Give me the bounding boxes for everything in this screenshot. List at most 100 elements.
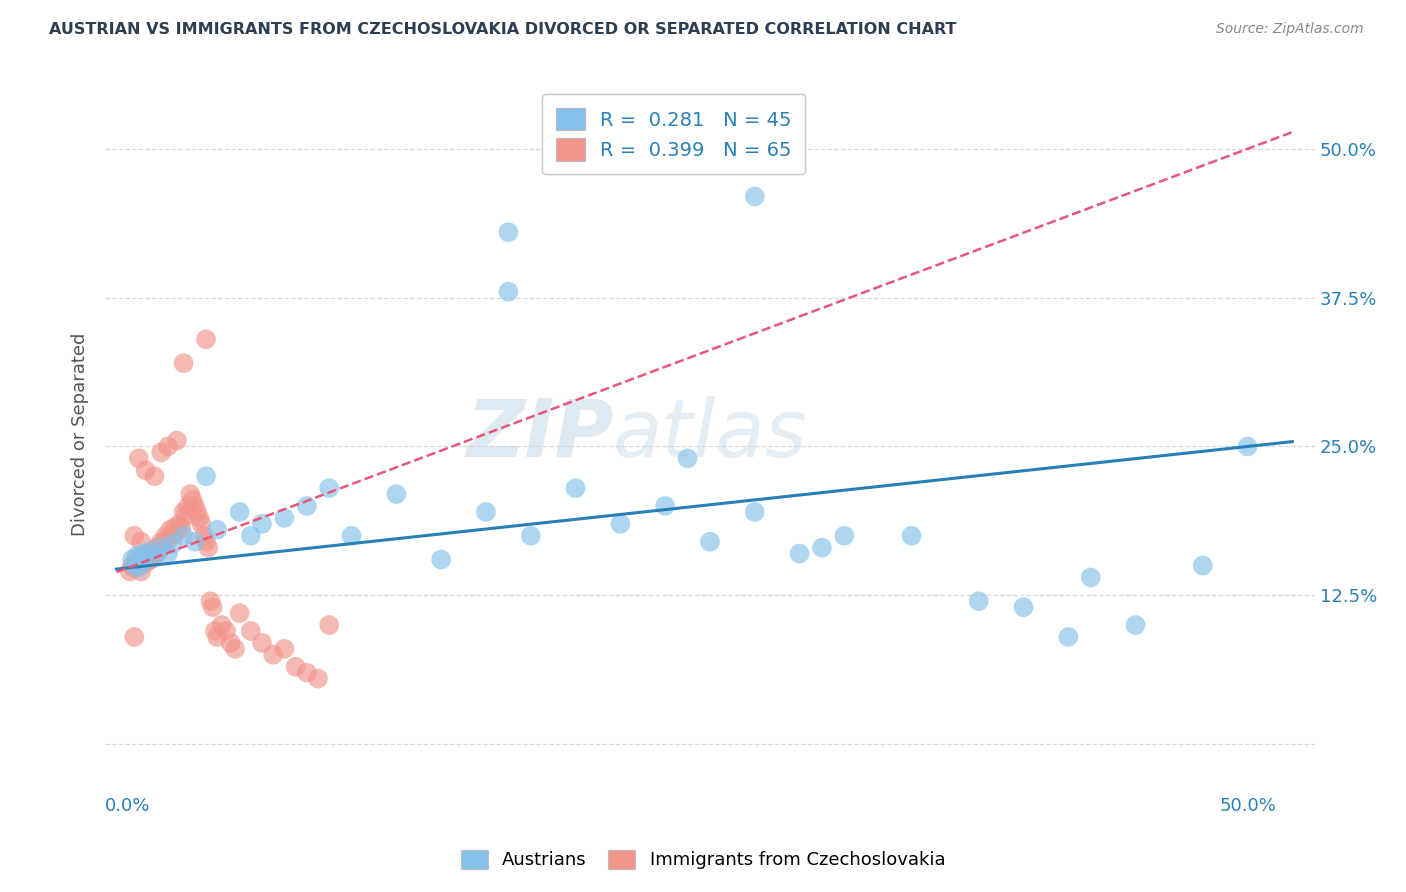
Text: AUSTRIAN VS IMMIGRANTS FROM CZECHOSLOVAKIA DIVORCED OR SEPARATED CORRELATION CHA: AUSTRIAN VS IMMIGRANTS FROM CZECHOSLOVAK… <box>49 22 956 37</box>
Point <box>430 552 453 566</box>
Point <box>181 493 204 508</box>
Point <box>744 189 766 203</box>
Point <box>250 516 273 531</box>
Point <box>121 552 143 566</box>
Text: ZIP: ZIP <box>465 395 613 474</box>
Point <box>125 552 148 566</box>
Point <box>811 541 834 555</box>
Point <box>162 537 184 551</box>
Point <box>385 487 408 501</box>
Point <box>1012 600 1035 615</box>
Point <box>1236 440 1258 454</box>
Point <box>295 499 318 513</box>
Point <box>128 561 150 575</box>
Point <box>156 440 179 454</box>
Point <box>156 547 179 561</box>
Point <box>143 549 166 563</box>
Point <box>295 665 318 680</box>
Point <box>318 618 340 632</box>
Point <box>789 547 811 561</box>
Point <box>1080 570 1102 584</box>
Point <box>136 547 159 561</box>
Point <box>195 469 218 483</box>
Point <box>139 544 162 558</box>
Point <box>228 505 250 519</box>
Point <box>195 332 218 346</box>
Point <box>184 534 207 549</box>
Point <box>284 659 307 673</box>
Point <box>564 481 586 495</box>
Point <box>195 534 218 549</box>
Point <box>177 499 200 513</box>
Point <box>654 499 676 513</box>
Point <box>129 565 152 579</box>
Point <box>190 516 212 531</box>
Text: Source: ZipAtlas.com: Source: ZipAtlas.com <box>1216 22 1364 37</box>
Point <box>156 533 179 547</box>
Point <box>124 558 146 573</box>
Point <box>676 451 699 466</box>
Point <box>141 544 163 558</box>
Point <box>167 516 190 531</box>
Point <box>124 630 146 644</box>
Point <box>128 451 150 466</box>
Point <box>173 356 195 370</box>
Point <box>174 508 197 523</box>
Point <box>128 558 150 573</box>
Point <box>204 624 226 638</box>
Point <box>129 534 152 549</box>
Point <box>121 558 143 573</box>
Point <box>173 529 195 543</box>
Point <box>197 541 219 555</box>
Legend: R =  0.281   N = 45, R =  0.399   N = 65: R = 0.281 N = 45, R = 0.399 N = 65 <box>541 95 806 174</box>
Point <box>1057 630 1080 644</box>
Point <box>475 505 498 519</box>
Point <box>205 630 228 644</box>
Point <box>205 523 228 537</box>
Point <box>273 511 295 525</box>
Point <box>262 648 284 662</box>
Point <box>155 529 177 543</box>
Point <box>200 594 222 608</box>
Text: atlas: atlas <box>613 395 808 474</box>
Point <box>228 606 250 620</box>
Point <box>150 541 173 555</box>
Point <box>699 534 721 549</box>
Point <box>132 549 155 563</box>
Point <box>166 434 188 448</box>
Point <box>139 552 162 566</box>
Point <box>1191 558 1213 573</box>
Point <box>224 641 246 656</box>
Point <box>184 499 207 513</box>
Point <box>135 552 157 566</box>
Point <box>215 624 238 638</box>
Point <box>125 549 148 563</box>
Point <box>967 594 990 608</box>
Point <box>900 529 922 543</box>
Point <box>250 636 273 650</box>
Legend: Austrians, Immigrants from Czechoslovakia: Austrians, Immigrants from Czechoslovaki… <box>451 840 955 879</box>
Point <box>150 534 173 549</box>
Point <box>162 529 184 543</box>
Point <box>159 523 181 537</box>
Point <box>145 541 167 555</box>
Point <box>201 600 224 615</box>
Point <box>498 285 520 299</box>
Point <box>834 529 856 543</box>
Point <box>135 556 157 570</box>
Point <box>188 511 211 525</box>
Point <box>152 537 174 551</box>
Point <box>239 529 262 543</box>
Point <box>307 672 329 686</box>
Point <box>135 463 157 477</box>
Point <box>139 552 162 566</box>
Point <box>186 505 208 519</box>
Point <box>129 556 152 570</box>
Point <box>173 505 195 519</box>
Point <box>163 520 186 534</box>
Point <box>744 505 766 519</box>
Point <box>170 520 193 534</box>
Point <box>219 636 242 650</box>
Point <box>143 469 166 483</box>
Point <box>143 549 166 563</box>
